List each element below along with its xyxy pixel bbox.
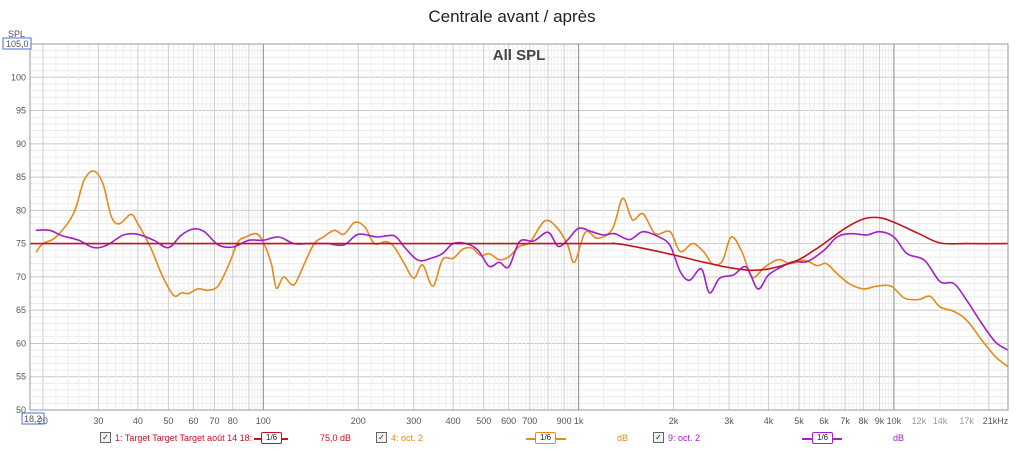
x-tick-label: 9k xyxy=(875,416,885,426)
x-tick-label: 2k xyxy=(669,416,679,426)
x-tick-label: 10k xyxy=(887,416,902,426)
grid xyxy=(30,43,1008,411)
legend-item-3[interactable]: ✓ 9: oct. 2 xyxy=(653,432,700,443)
y-tick-label: 65 xyxy=(16,305,26,315)
x-tick-labels: 20 30 40 50 60 70 80 100 200 300 400 500 600 700 900 1k… xyxy=(38,416,1009,426)
x-tick-label: 8k xyxy=(859,416,869,426)
series-line-2 xyxy=(35,170,1009,368)
y-tick-label: 95 xyxy=(16,106,26,116)
x-tick-label: 200 xyxy=(351,416,366,426)
y-tick-label: 70 xyxy=(16,272,26,282)
y-tick-label: 60 xyxy=(16,338,26,348)
legend-label-3: 9: oct. 2 xyxy=(668,432,701,443)
legend-value-3: dB xyxy=(893,433,905,443)
x-tick-label: 900 xyxy=(557,416,572,426)
legend-label-1: 1: Target Target Target août 14 18: xyxy=(115,432,253,443)
legend-label-2: 4: oct. 2 xyxy=(391,432,424,443)
bottom-readout[interactable]: 18,2 xyxy=(24,414,42,424)
x-tick-label: 17k xyxy=(959,416,974,426)
y-tick-label: 50 xyxy=(16,405,26,415)
x-tick-label: 40 xyxy=(133,416,143,426)
x-tick-label: 700 xyxy=(522,416,537,426)
y-tick-label: 85 xyxy=(16,172,26,182)
x-tick-label: 30 xyxy=(93,416,103,426)
y-axis-label: SPL xyxy=(8,29,25,39)
bottom-readout-box xyxy=(21,412,45,425)
x-tick-label: 600 xyxy=(501,416,516,426)
x-tick-label: 14k xyxy=(933,416,948,426)
x-tick-label: 12k xyxy=(912,416,927,426)
x-tick-label: 20 xyxy=(38,416,48,426)
legend-item-2[interactable]: ✓ 4: oct. 2 xyxy=(376,432,423,443)
y-tick-label: 75 xyxy=(16,239,26,249)
smoothing-button-2[interactable]: 1/6 xyxy=(535,432,557,444)
x-tick-label: 400 xyxy=(446,416,461,426)
plot-title: All SPL xyxy=(493,47,546,64)
legend-checkbox-3[interactable]: ✓ xyxy=(653,432,664,443)
x-tick-label: 5k xyxy=(794,416,804,426)
x-tick-label: 3k xyxy=(724,416,734,426)
top-readout[interactable]: 105,0 xyxy=(6,39,29,49)
legend-checkbox-1[interactable]: ✓ xyxy=(100,432,111,443)
x-tick-label: 4k xyxy=(764,416,774,426)
y-tick-label: 80 xyxy=(16,205,26,215)
legend-value-1: 75,0 dB xyxy=(320,433,352,443)
y-tick-label: 100 xyxy=(11,72,26,82)
x-tick-label: 21kHz xyxy=(983,416,1009,426)
legend-checkbox-2[interactable]: ✓ xyxy=(376,432,387,443)
y-tick-labels: 50 55 60 65 70 75 80 85 90 95 100 xyxy=(11,72,26,415)
x-tick-label: 60 xyxy=(188,416,198,426)
y-tick-label: 55 xyxy=(16,372,26,382)
series-line-1 xyxy=(30,216,1009,272)
legend-value-2: dB xyxy=(617,433,629,443)
top-readout-box xyxy=(2,37,32,50)
smoothing-button-1[interactable]: 1/6 xyxy=(261,432,283,444)
legend: ✓ 1: Target Target Target août 14 18: 1/… xyxy=(0,430,1024,450)
x-tick-label: 300 xyxy=(406,416,421,426)
series-line-3 xyxy=(35,227,1009,351)
plot-frame xyxy=(29,43,1009,411)
x-tick-label: 80 xyxy=(228,416,238,426)
y-tick-label: 90 xyxy=(16,139,26,149)
legend-item-1[interactable]: ✓ 1: Target Target Target août 14 18: xyxy=(100,432,252,443)
x-tick-label: 1k xyxy=(574,416,584,426)
x-tick-label: 70 xyxy=(209,416,219,426)
smoothing-button-3[interactable]: 1/6 xyxy=(812,432,834,444)
chart-title: Centrale avant / après xyxy=(428,7,595,26)
x-tick-label: 100 xyxy=(256,416,271,426)
x-tick-label: 50 xyxy=(163,416,173,426)
series-group xyxy=(30,170,1009,368)
x-tick-label: 7k xyxy=(840,416,850,426)
x-tick-label: 500 xyxy=(476,416,491,426)
x-tick-label: 6k xyxy=(819,416,829,426)
